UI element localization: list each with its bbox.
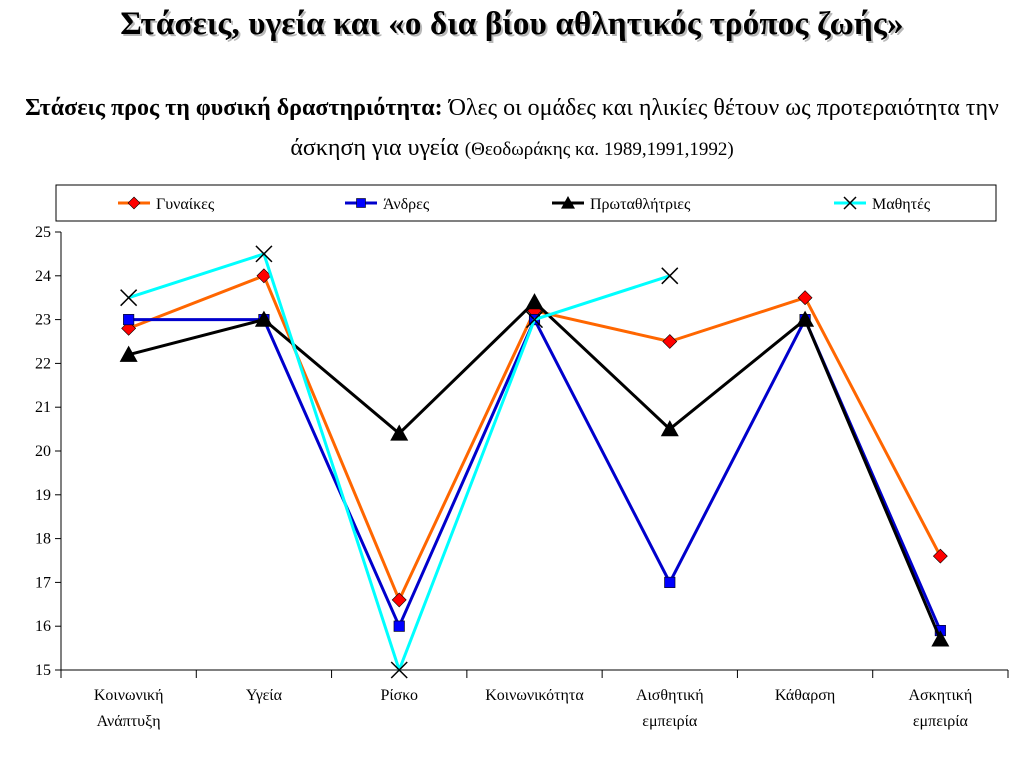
data-point-marker (120, 289, 138, 307)
y-tick-label: 21 (35, 399, 51, 416)
x-category-label: Υγεία (246, 687, 283, 704)
x-category-label: Ανάπτυξη (97, 713, 161, 730)
x-category-label: Κοινωνική (94, 687, 164, 704)
data-point-marker (254, 310, 273, 327)
x-category-label: Κάθαρση (775, 687, 835, 704)
data-point-marker (561, 196, 575, 209)
data-point-marker (119, 345, 138, 362)
data-point-marker (391, 592, 407, 608)
y-tick-label: 25 (35, 224, 51, 241)
x-category-label: Κοινωνικότητα (485, 687, 584, 704)
data-point-marker (356, 198, 366, 208)
line-chart: Γυναίκες Άνδρες Πρωταθλήτριες Μαθητές 15161… (35, 184, 1009, 730)
data-point-marker (931, 630, 950, 647)
data-point-marker (123, 314, 135, 326)
data-point-marker (393, 620, 405, 632)
y-tick-label: 24 (35, 268, 51, 285)
subtitle-citation: (Θεοδωράκης κα. 1989,1991,1992) (464, 139, 734, 160)
y-tick-label: 15 (35, 662, 51, 679)
data-point-marker (843, 196, 857, 210)
y-tick-label: 22 (35, 355, 51, 372)
data-point-marker (525, 293, 544, 310)
data-point-marker (255, 245, 273, 263)
legend-label: Άνδρες (383, 196, 430, 213)
data-point-marker (127, 196, 141, 210)
legend-label: Μαθητές (872, 196, 931, 213)
chart-series (119, 245, 950, 679)
legend-label: Γυναίκες (156, 196, 215, 213)
subtitle: Στάσεις προς τη φυσική δραστηριότητα: Όλ… (10, 88, 1014, 170)
x-category-label: Ρίσκο (380, 687, 418, 704)
series-line (128, 300, 942, 640)
y-tick-label: 17 (35, 574, 51, 591)
data-point-marker (662, 334, 678, 349)
chart-axes: 15 16 17 18 19 20 21 22 23 24 25 Κοινωνική Ανάπτυξη Υ… (35, 224, 1009, 730)
data-point-marker (796, 310, 815, 327)
data-point-marker (256, 268, 272, 284)
data-point-marker (797, 290, 813, 306)
data-point-marker (932, 548, 948, 564)
x-category-label: Αισθητική (636, 687, 704, 704)
x-category-label: εμπειρία (642, 713, 698, 730)
data-point-marker (661, 267, 679, 285)
y-tick-label: 18 (35, 531, 51, 548)
y-tick-label: 19 (35, 487, 51, 504)
data-point-marker (390, 424, 409, 441)
x-category-label: Ασκητική (908, 687, 972, 704)
series-line (128, 318, 942, 632)
legend: Γυναίκες Άνδρες Πρωταθλήτριες Μαθητές (118, 196, 931, 213)
subtitle-text: Όλες οι ομάδες και ηλικίες θέτουν ως προ… (290, 95, 999, 161)
series-line (128, 252, 671, 672)
subtitle-lead: Στάσεις προς τη φυσική δραστηριότητα: (25, 95, 443, 121)
legend-label: Πρωταθλήτριες (590, 196, 691, 213)
series-2 (119, 293, 950, 647)
data-point-marker (660, 420, 679, 437)
slide-title: Στάσεις, υγεία και «ο δια βίου αθλητικός… (120, 6, 904, 42)
series-3 (120, 245, 679, 679)
y-tick-label: 16 (35, 618, 51, 635)
y-tick-label: 23 (35, 312, 51, 329)
data-point-marker (525, 311, 544, 329)
x-category-label: εμπειρία (913, 713, 969, 730)
data-point-marker (664, 576, 676, 588)
y-tick-label: 20 (35, 443, 51, 460)
data-point-marker (390, 661, 408, 679)
